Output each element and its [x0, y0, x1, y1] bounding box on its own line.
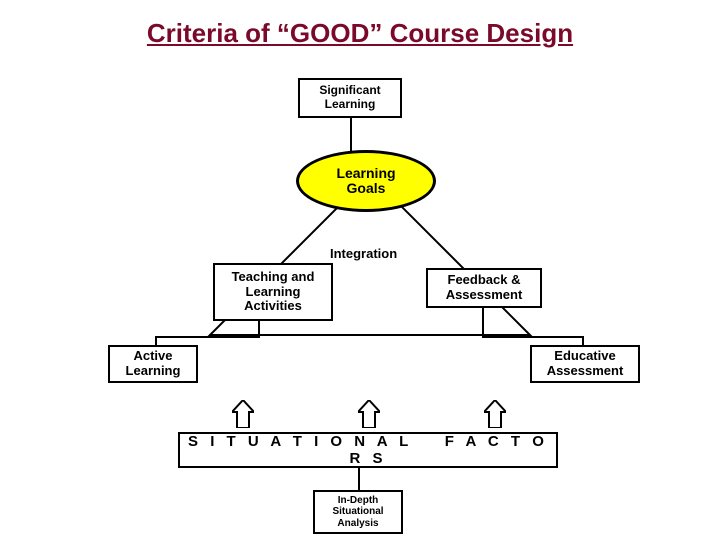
- connector-sig-ellipse: [350, 118, 352, 152]
- feedback-assessment-label: Feedback & Assessment: [446, 273, 523, 303]
- educative-assessment-label: Educative Assessment: [547, 349, 624, 379]
- significant-learning-box: Significant Learning: [298, 78, 402, 118]
- active-learning-box: Active Learning: [108, 345, 198, 383]
- connector-right-h: [482, 336, 582, 338]
- indepth-analysis-box: In-Depth Situational Analysis: [313, 490, 403, 534]
- teaching-activities-box: Teaching and Learning Activities: [213, 263, 333, 321]
- situational-factors-box: S I T U A T I O N A L F A C T O R S: [178, 432, 558, 468]
- connector-right-v1: [482, 308, 484, 336]
- indepth-analysis-label: In-Depth Situational Analysis: [332, 495, 383, 530]
- learning-goals-ellipse: Learning Goals: [296, 150, 436, 212]
- connector-left-h: [155, 336, 260, 338]
- educative-assessment-box: Educative Assessment: [530, 345, 640, 383]
- connector-left-v1: [258, 321, 260, 337]
- connector-sit-indepth: [358, 468, 360, 490]
- learning-goals-label: Learning Goals: [336, 166, 395, 197]
- arrow-up-left: [232, 400, 254, 428]
- significant-learning-label: Significant Learning: [319, 84, 380, 112]
- situational-factors-label: S I T U A T I O N A L F A C T O R S: [180, 433, 556, 467]
- feedback-assessment-box: Feedback & Assessment: [426, 268, 542, 308]
- integration-label: Integration: [330, 246, 397, 261]
- active-learning-label: Active Learning: [126, 349, 181, 379]
- arrow-up-center: [358, 400, 380, 428]
- arrow-up-right: [484, 400, 506, 428]
- page-title: Criteria of “GOOD” Course Design: [0, 18, 720, 49]
- teaching-activities-label: Teaching and Learning Activities: [232, 270, 315, 315]
